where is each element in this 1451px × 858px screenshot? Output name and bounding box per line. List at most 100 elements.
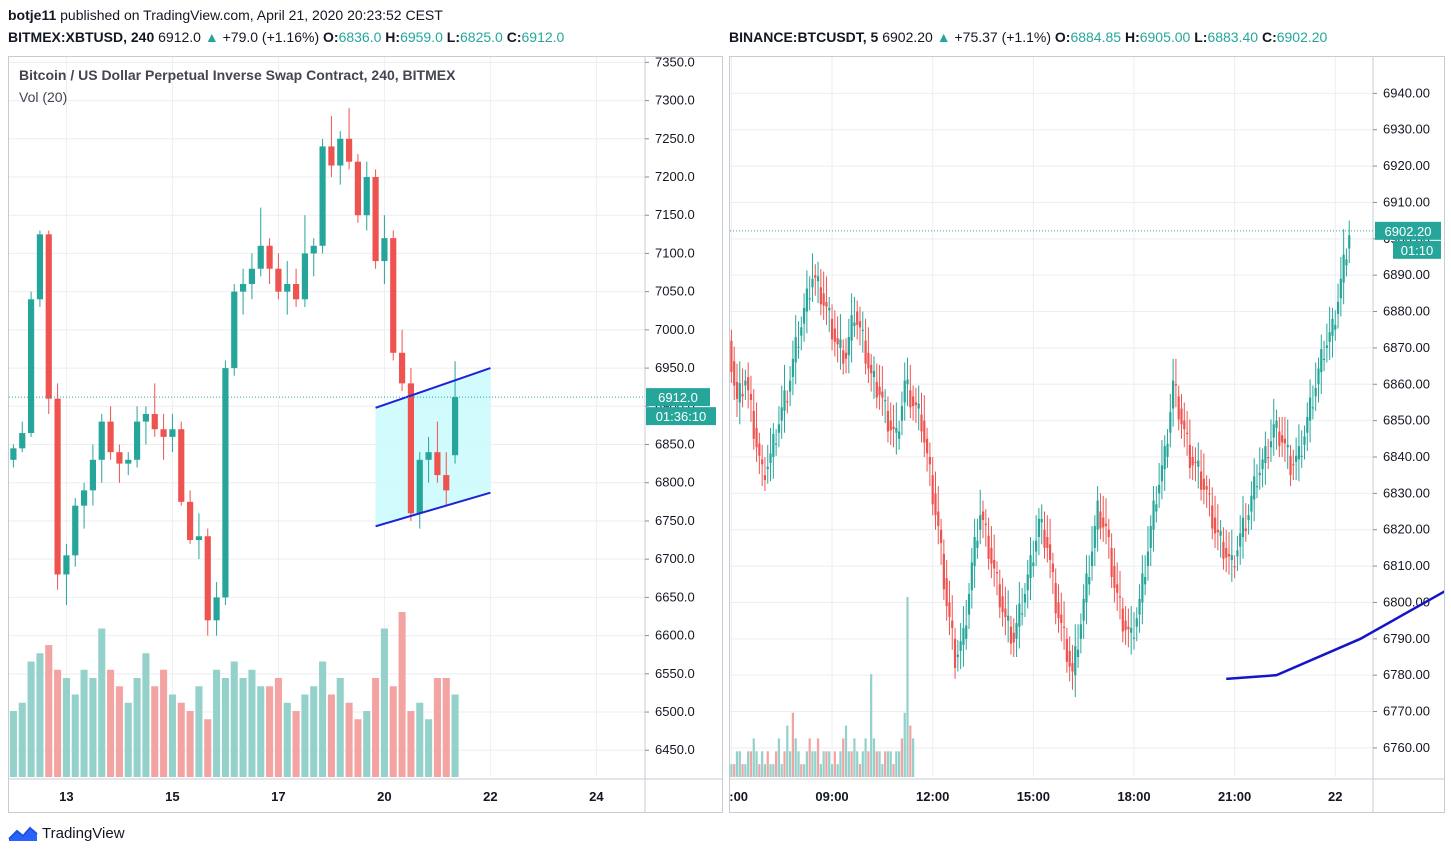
candle-body	[1172, 380, 1175, 409]
volume-bar	[239, 678, 247, 777]
candle-body	[744, 380, 747, 386]
volume-bar	[398, 612, 406, 777]
candle-body	[895, 427, 898, 433]
right-open-label: O:	[1054, 29, 1071, 45]
volume-bar	[62, 678, 70, 777]
candle-body	[1255, 486, 1259, 488]
volume-bar	[825, 751, 828, 777]
candle-body	[310, 245, 317, 254]
candle-body	[1213, 517, 1217, 534]
volume-bar	[151, 686, 159, 777]
right-chart-panel[interactable]: 6940.006930.006920.006910.006900.006890.…	[729, 56, 1445, 813]
candle-body	[1130, 627, 1133, 633]
candle-body	[780, 407, 783, 421]
candle-body	[222, 368, 229, 598]
candle-body	[1183, 420, 1186, 430]
candle-body	[1216, 529, 1219, 533]
candle-body	[1124, 620, 1127, 631]
candle-body	[1325, 345, 1328, 348]
right-close: 6902.20	[1276, 29, 1328, 45]
candle-body	[204, 536, 211, 621]
candle-body	[195, 536, 203, 541]
volume-bar	[80, 669, 88, 777]
volume-bar	[911, 738, 915, 777]
volume-bar	[204, 719, 212, 777]
candle-body	[772, 433, 775, 457]
candle-body	[248, 268, 256, 285]
price-axis-label: 7150.0	[655, 207, 695, 222]
publisher-username[interactable]: botje11	[8, 7, 57, 23]
candle-body	[1113, 566, 1116, 588]
volume-bar	[761, 751, 764, 777]
left-chart-panel[interactable]: 7350.0 7300.0 7250.0 7200.0 7150.0 7100.0 7050…	[8, 56, 723, 813]
candle-body	[808, 298, 811, 300]
volume-bar	[872, 738, 876, 777]
candle-body	[45, 234, 52, 399]
publisher-line: botje11 published on TradingView.com, Ap…	[8, 7, 443, 23]
candle-body	[213, 597, 220, 621]
candle-body	[847, 337, 850, 356]
candle-body	[354, 161, 362, 216]
candle-body	[925, 438, 929, 454]
candle-body	[372, 177, 379, 262]
candle-body	[931, 475, 934, 505]
candle-body	[1001, 596, 1004, 613]
left-close-label: C:	[506, 29, 522, 45]
left-legend-volume: Vol (20)	[19, 89, 68, 105]
candle-body	[861, 329, 864, 331]
left-symbol[interactable]: BITMEX:XBTUSD, 240	[8, 29, 155, 45]
candle-body	[777, 424, 781, 433]
candle-body	[142, 413, 150, 422]
candle-body	[1015, 623, 1018, 639]
candle-body	[345, 138, 353, 162]
candle-body	[928, 457, 931, 465]
volume-bar	[794, 738, 797, 777]
volume-bar	[808, 738, 811, 777]
candle-body	[903, 380, 906, 403]
time-axis-label: 06:00	[730, 789, 748, 804]
time-axis-label: 22	[1328, 789, 1342, 804]
candle-body	[1107, 529, 1110, 537]
price-axis-label: 6850.00	[1383, 413, 1430, 428]
candle-body	[257, 245, 264, 269]
volume-bar	[858, 764, 862, 777]
trend-curve	[1226, 590, 1444, 681]
volume-bar	[36, 653, 44, 777]
right-symbol[interactable]: BINANCE:BTCUSDT, 5	[729, 29, 879, 45]
candle-body	[967, 593, 971, 615]
right-chart-svg[interactable]: 6940.006930.006920.006910.006900.006890.…	[730, 57, 1444, 812]
candle-body	[1322, 358, 1326, 361]
candle-body	[791, 358, 795, 377]
candle-body	[1023, 593, 1027, 603]
tradingview-footer[interactable]: TradingView	[8, 824, 125, 842]
candle-body	[934, 493, 937, 516]
channel-lower-line	[375, 491, 491, 528]
volume-bar	[797, 751, 800, 777]
volume-bar	[786, 725, 789, 777]
candle-body	[892, 426, 895, 430]
candle-body	[909, 390, 912, 408]
volume-bar	[425, 719, 433, 777]
candle-body	[1275, 420, 1278, 428]
candle-body	[830, 318, 834, 340]
price-axis-label: 6830.00	[1383, 485, 1430, 500]
candle-body	[1102, 517, 1105, 528]
candle-body	[1308, 397, 1312, 421]
volume-bar	[142, 653, 150, 777]
candle-body	[920, 414, 923, 432]
left-low-label: L:	[446, 29, 461, 45]
volume-bar	[257, 686, 265, 777]
volume-bar	[292, 711, 300, 777]
up-arrow-icon: ▲	[936, 29, 951, 45]
volume-bar	[903, 712, 906, 777]
candle-body	[1004, 608, 1007, 617]
candle-body	[1040, 518, 1043, 523]
price-axis-label: 7300.0	[655, 93, 695, 108]
candle-body	[937, 511, 940, 527]
right-low: 6883.40	[1207, 29, 1259, 45]
candle-body	[1244, 528, 1247, 531]
candle-body	[819, 287, 822, 305]
volume-bar	[230, 661, 238, 777]
price-tag-bg	[646, 388, 710, 407]
left-chart-svg[interactable]: 7350.0 7300.0 7250.0 7200.0 7150.0 7100.0 7050…	[9, 57, 722, 812]
